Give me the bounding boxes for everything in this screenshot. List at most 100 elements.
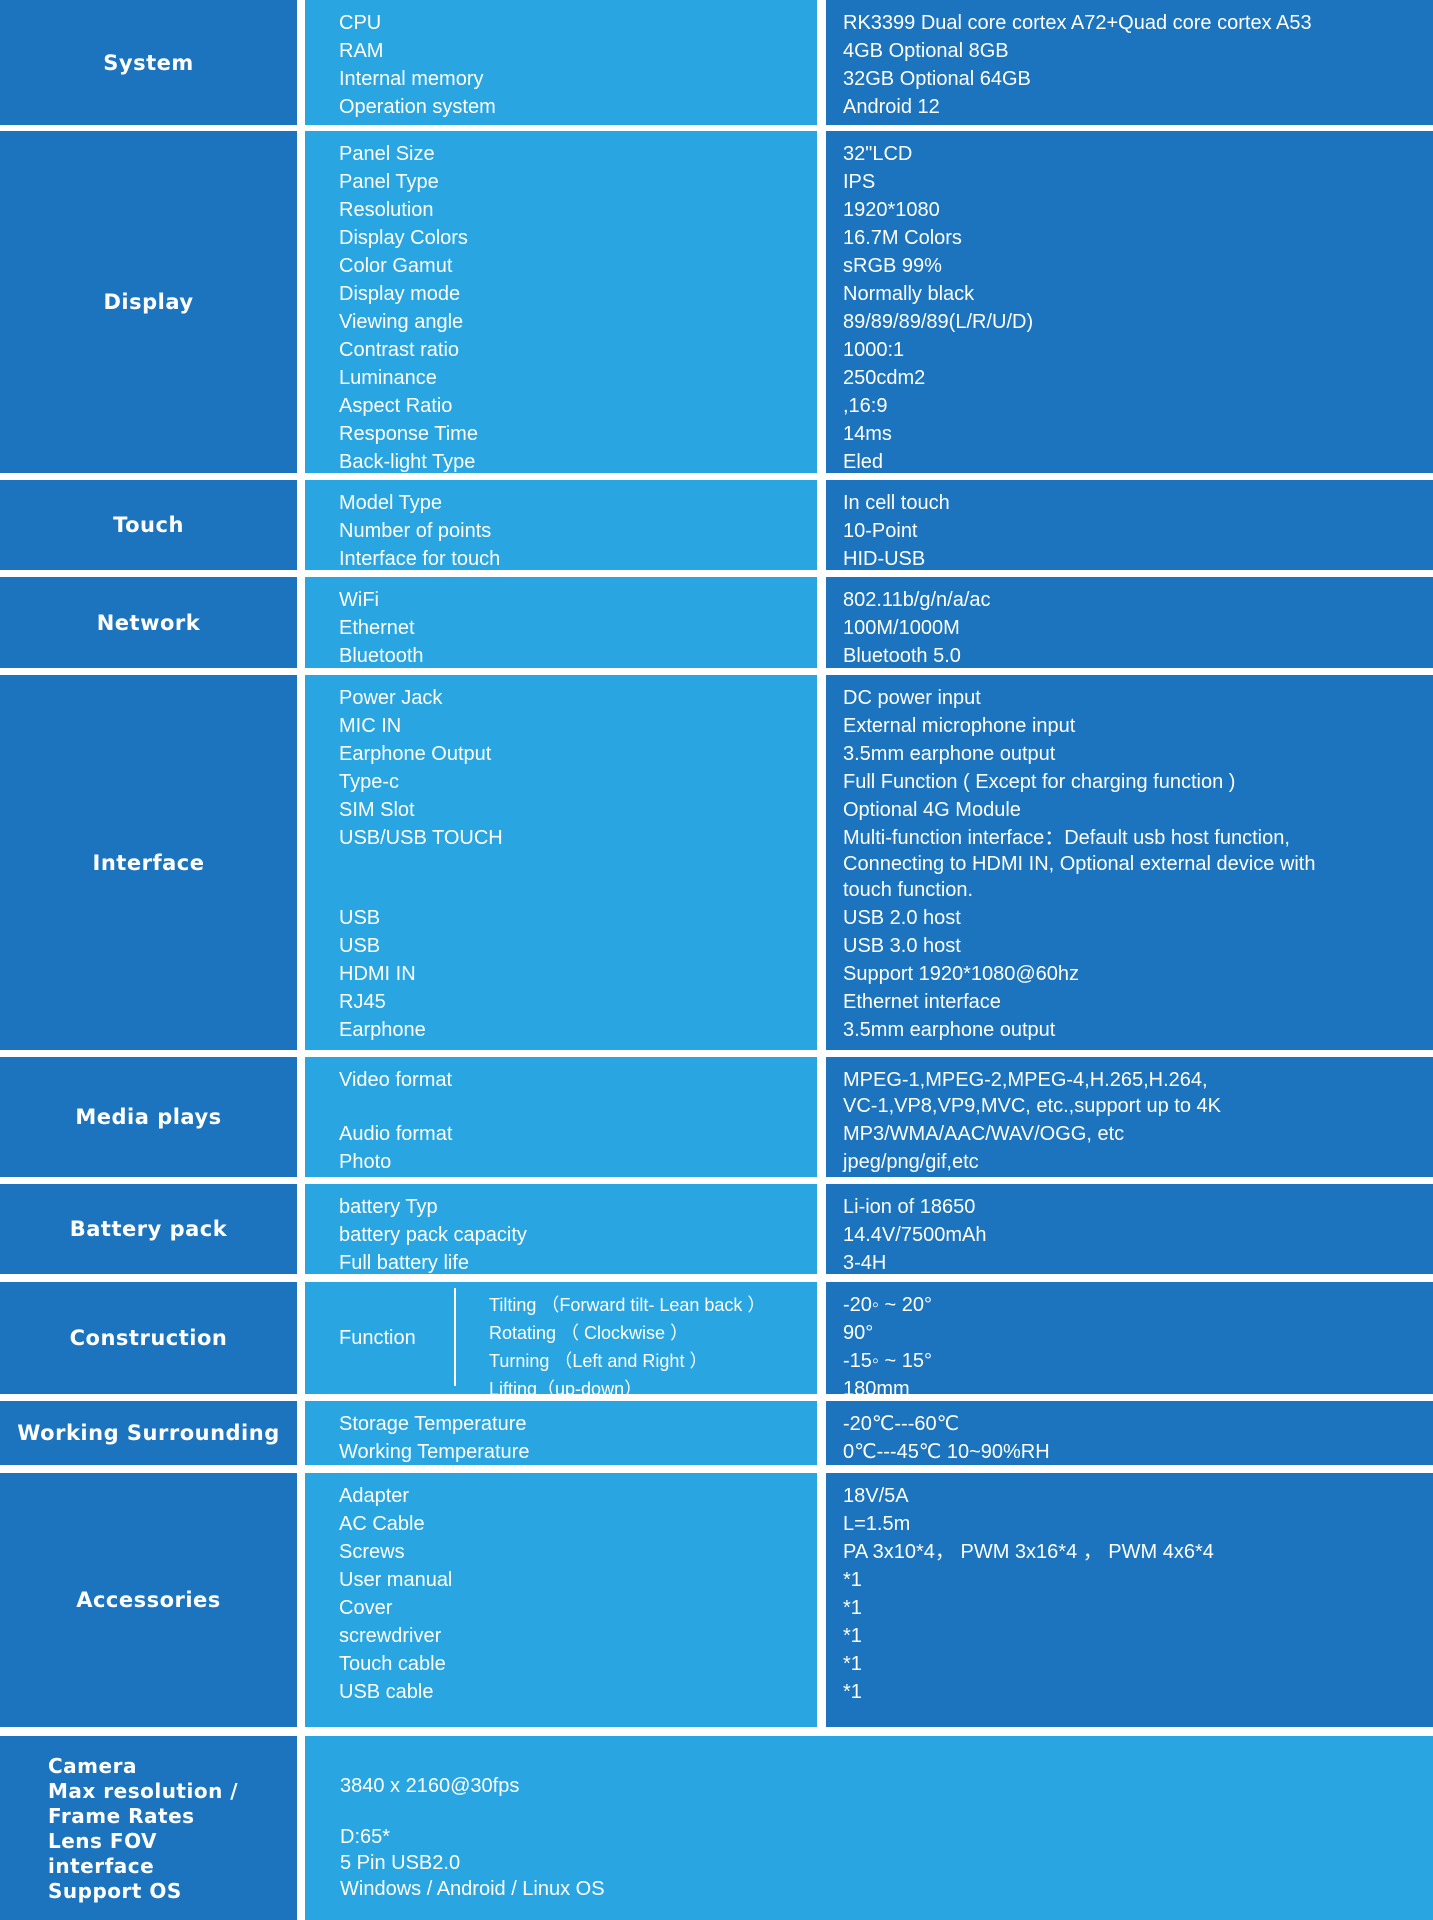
labels-cell-system (305, 0, 817, 125)
labels-cell-media-plays (305, 1057, 817, 1177)
spec-label: Internal memory (339, 68, 484, 90)
labels-cell-battery-pack (305, 1184, 817, 1274)
camera-label: Frame Rates (48, 1804, 195, 1828)
spec-label: WiFi (339, 589, 379, 611)
spec-label: Interface for touch (339, 548, 501, 570)
spec-label: Aspect Ratio (339, 395, 453, 417)
spec-label: Storage Temperature (339, 1413, 527, 1435)
spec-value: Bluetooth 5.0 (843, 645, 961, 667)
category-touch: Touch (0, 480, 297, 570)
labels-cell-touch (305, 480, 817, 570)
spec-label: Back-light Type (339, 451, 476, 473)
spec-label: AC Cable (339, 1513, 425, 1535)
spec-value: jpeg/png/gif,etc (843, 1151, 979, 1173)
category-accessories: Accessories (0, 1473, 297, 1727)
spec-label: Display mode (339, 283, 461, 305)
values-cell-accessories (826, 1473, 1433, 1727)
spec-value: 0℃---45℃ 10~90%RH (843, 1441, 1050, 1463)
spec-label: Screws (339, 1541, 405, 1563)
values-cell-working-surrounding (826, 1401, 1433, 1465)
values-cell-interface (826, 675, 1433, 1050)
spec-value: PA 3x10*4， PWM 3x16*4 ， PWM 4x6*4 (843, 1541, 1214, 1563)
spec-label: Turning （Left and Right ） (489, 1351, 708, 1371)
category-network: Network (0, 577, 297, 668)
spec-value: 16.7M Colors (843, 227, 962, 249)
spec-value: *1 (843, 1569, 862, 1591)
spec-label: Resolution (339, 199, 434, 221)
spec-value: 3.5mm earphone output (843, 1019, 1056, 1041)
spec-value: 32"LCD (843, 143, 913, 165)
spec-label: USB (339, 935, 381, 957)
spec-label: Response Time (339, 423, 478, 445)
spec-value: -20℃---60℃ (843, 1413, 960, 1435)
spec-value: *1 (843, 1681, 862, 1703)
spec-label: Earphone (339, 1019, 426, 1041)
spec-value: ,16:9 (843, 395, 888, 417)
camera-values-cell (305, 1736, 1433, 1920)
spec-value: RK3399 Dual core cortex A72+Quad core co… (843, 12, 1312, 34)
spec-label: RJ45 (339, 991, 386, 1013)
spec-value: 3-4H (843, 1252, 887, 1274)
spec-label: Power Jack (339, 687, 443, 709)
spec-value: VC-1,VP8,VP9,MVC, etc.,support up to 4K (843, 1095, 1221, 1117)
spec-value: 18V/5A (843, 1485, 909, 1507)
category-battery-pack: Battery pack (0, 1184, 297, 1274)
spec-value: 3.5mm earphone output (843, 743, 1056, 765)
spec-label: Earphone Output (339, 743, 492, 765)
camera-label: Support OS (48, 1879, 182, 1903)
spec-label: Lifting（up-down） (489, 1379, 643, 1399)
spec-value: External microphone input (843, 715, 1076, 737)
spec-value: Normally black (843, 283, 975, 305)
spec-label: Rotating （ Clockwise ） (489, 1323, 689, 1343)
spec-label: USB cable (339, 1681, 434, 1703)
spec-value: Full Function ( Except for charging func… (843, 771, 1236, 793)
spec-value: sRGB 99% (843, 255, 942, 277)
spec-value: HID-USB (843, 548, 926, 570)
camera-value: Windows / Android / Linux OS (340, 1878, 605, 1900)
spec-label: USB (339, 907, 381, 929)
camera-label: Lens FOV (48, 1829, 158, 1853)
spec-value: -15◦ ~ 15° (843, 1350, 933, 1372)
values-cell-network (826, 577, 1433, 668)
spec-label: Touch cable (339, 1653, 446, 1675)
spec-value: USB 3.0 host (843, 935, 961, 957)
spec-value: DC power input (843, 687, 981, 709)
spec-value: 10-Point (843, 520, 918, 542)
spec-value: *1 (843, 1625, 862, 1647)
values-cell-media-plays (826, 1057, 1433, 1177)
spec-value: Multi-function interface：Default usb hos… (843, 827, 1290, 849)
spec-label: Panel Type (339, 171, 439, 193)
spec-value: 1920*1080 (843, 199, 940, 221)
spec-value: IPS (843, 171, 876, 193)
spec-label: Tilting （Forward tilt- Lean back ） (489, 1295, 766, 1315)
spec-value: L=1.5m (843, 1513, 911, 1535)
spec-value: *1 (843, 1653, 862, 1675)
spec-label: Operation system (339, 96, 496, 118)
category-working-surrounding: Working Surrounding (0, 1401, 297, 1465)
spec-value: MPEG-1,MPEG-2,MPEG-4,H.265,H.264, (843, 1069, 1208, 1091)
spec-value: 32GB Optional 64GB (843, 68, 1031, 90)
spec-label: Type-c (339, 771, 400, 793)
spec-value: Eled (843, 451, 884, 473)
camera-value: 3840 x 2160@30fps (340, 1775, 520, 1797)
function-bracket (454, 1288, 456, 1386)
category-interface: Interface (0, 675, 297, 1050)
spec-label: CPU (339, 12, 382, 34)
spec-label: Model Type (339, 492, 443, 514)
spec-value: 100M/1000M (843, 617, 960, 639)
spec-value: 90° (843, 1322, 874, 1344)
category-system: System (0, 0, 297, 125)
spec-label: Display Colors (339, 227, 468, 249)
values-cell-system (826, 0, 1433, 125)
spec-label: Viewing angle (339, 311, 464, 333)
spec-value: Connecting to HDMI IN, Optional external… (843, 853, 1316, 875)
spec-value: Li-ion of 18650 (843, 1196, 976, 1218)
spec-value: touch function. (843, 879, 974, 901)
labels-cell-accessories (305, 1473, 817, 1727)
spec-label: Video format (339, 1069, 453, 1091)
spec-label: RAM (339, 40, 384, 62)
spec-label: Color Gamut (339, 255, 453, 277)
spec-value: 802.11b/g/n/a/ac (843, 589, 991, 611)
spec-value: 1000:1 (843, 339, 905, 361)
